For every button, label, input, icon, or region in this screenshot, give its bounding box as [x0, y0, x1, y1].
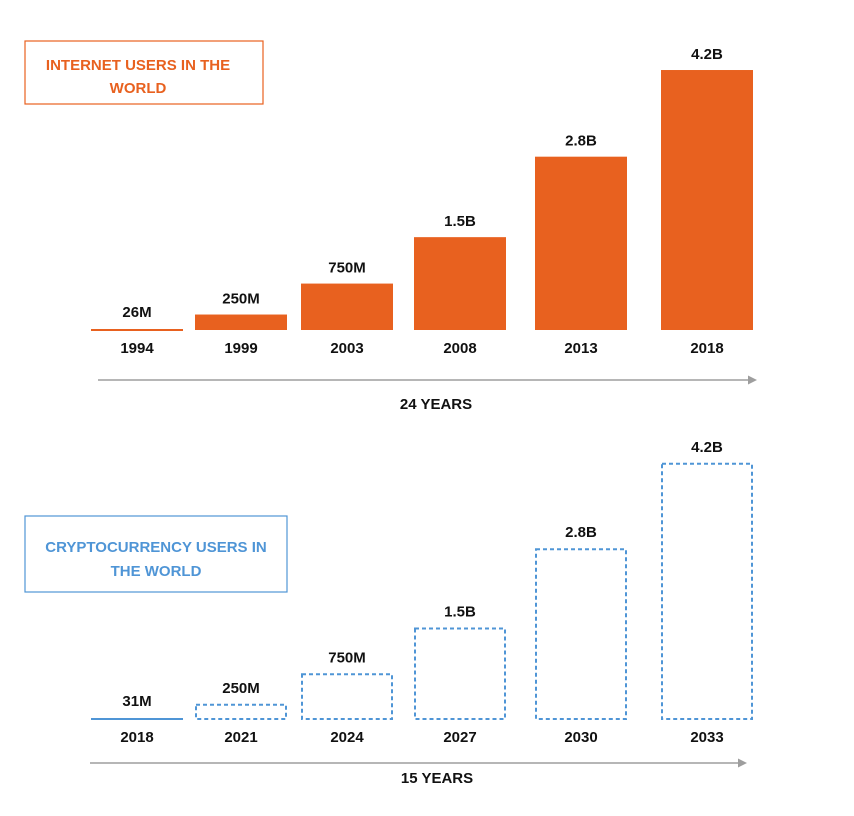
crypto-bar-2024	[301, 673, 393, 720]
crypto-value-label-2027: 1.5B	[444, 604, 476, 621]
internet-value-label-2018: 4.2B	[691, 46, 723, 63]
internet-bar-2013	[535, 156, 627, 330]
crypto-span-label: 15 YEARS	[401, 770, 473, 787]
internet-value-label-1999: 250M	[222, 291, 260, 308]
crypto-year-label-2033: 2033	[690, 729, 723, 746]
internet-bar-2008	[414, 237, 506, 330]
crypto-year-label-2027: 2027	[443, 729, 476, 746]
crypto-year-label-2030: 2030	[564, 729, 597, 746]
internet-value-label-2003: 750M	[328, 260, 366, 277]
internet-year-label-2003: 2003	[330, 340, 363, 357]
internet-bar-1999	[195, 314, 287, 330]
internet-legend-line-1: INTERNET USERS IN THE	[46, 57, 230, 74]
internet-value-label-2013: 2.8B	[565, 133, 597, 150]
crypto-year-label-2021: 2021	[224, 729, 257, 746]
crypto-bar-2021	[195, 703, 287, 720]
crypto-bar-2027	[414, 627, 506, 720]
internet-bar-2003	[301, 283, 393, 330]
crypto-legend-box	[24, 515, 288, 593]
internet-legend-box	[24, 40, 264, 105]
crypto-legend-line-1: CRYPTOCURRENCY USERS IN	[45, 539, 266, 556]
crypto-year-label-2018: 2018	[120, 729, 153, 746]
crypto-year-label-2024: 2024	[330, 729, 364, 746]
crypto-value-label-2030: 2.8B	[565, 524, 597, 541]
crypto-value-label-2021: 250M	[222, 680, 260, 697]
internet-bars: 26M 1994 250M 1999 750M 2003 1.5B 2008 2.8B 2013 4…	[91, 46, 753, 357]
crypto-bar-2033	[661, 462, 753, 720]
internet-value-label-2008: 1.5B	[444, 213, 476, 230]
crypto-users-chart: CRYPTOCURRENCY USERS IN THE WORLD 31M 201…	[24, 439, 753, 787]
internet-legend-line-2: WORLD	[110, 80, 167, 97]
internet-users-chart: INTERNET USERS IN THE WORLD 26M 1994 250M 1…	[24, 40, 757, 413]
internet-arrowhead	[748, 375, 757, 385]
internet-span-label: 24 YEARS	[400, 396, 472, 413]
crypto-bars: 31M 2018 250M 2021 750M 2024 1.5B 2027 2.8B 2030 4…	[91, 439, 753, 746]
internet-year-label-1994: 1994	[120, 340, 154, 357]
internet-value-label-1994: 26M	[122, 304, 151, 321]
crypto-legend-line-2: THE WORLD	[111, 563, 202, 580]
internet-year-label-2008: 2008	[443, 340, 476, 357]
internet-year-label-1999: 1999	[224, 340, 257, 357]
crypto-value-label-2024: 750M	[328, 649, 366, 666]
crypto-value-label-2018: 31M	[122, 693, 151, 710]
crypto-arrowhead	[738, 758, 747, 768]
internet-year-label-2018: 2018	[690, 340, 723, 357]
internet-bar-2018	[661, 70, 753, 331]
crypto-value-label-2033: 4.2B	[691, 439, 723, 456]
internet-year-label-2013: 2013	[564, 340, 597, 357]
crypto-bar-2030	[535, 548, 627, 721]
